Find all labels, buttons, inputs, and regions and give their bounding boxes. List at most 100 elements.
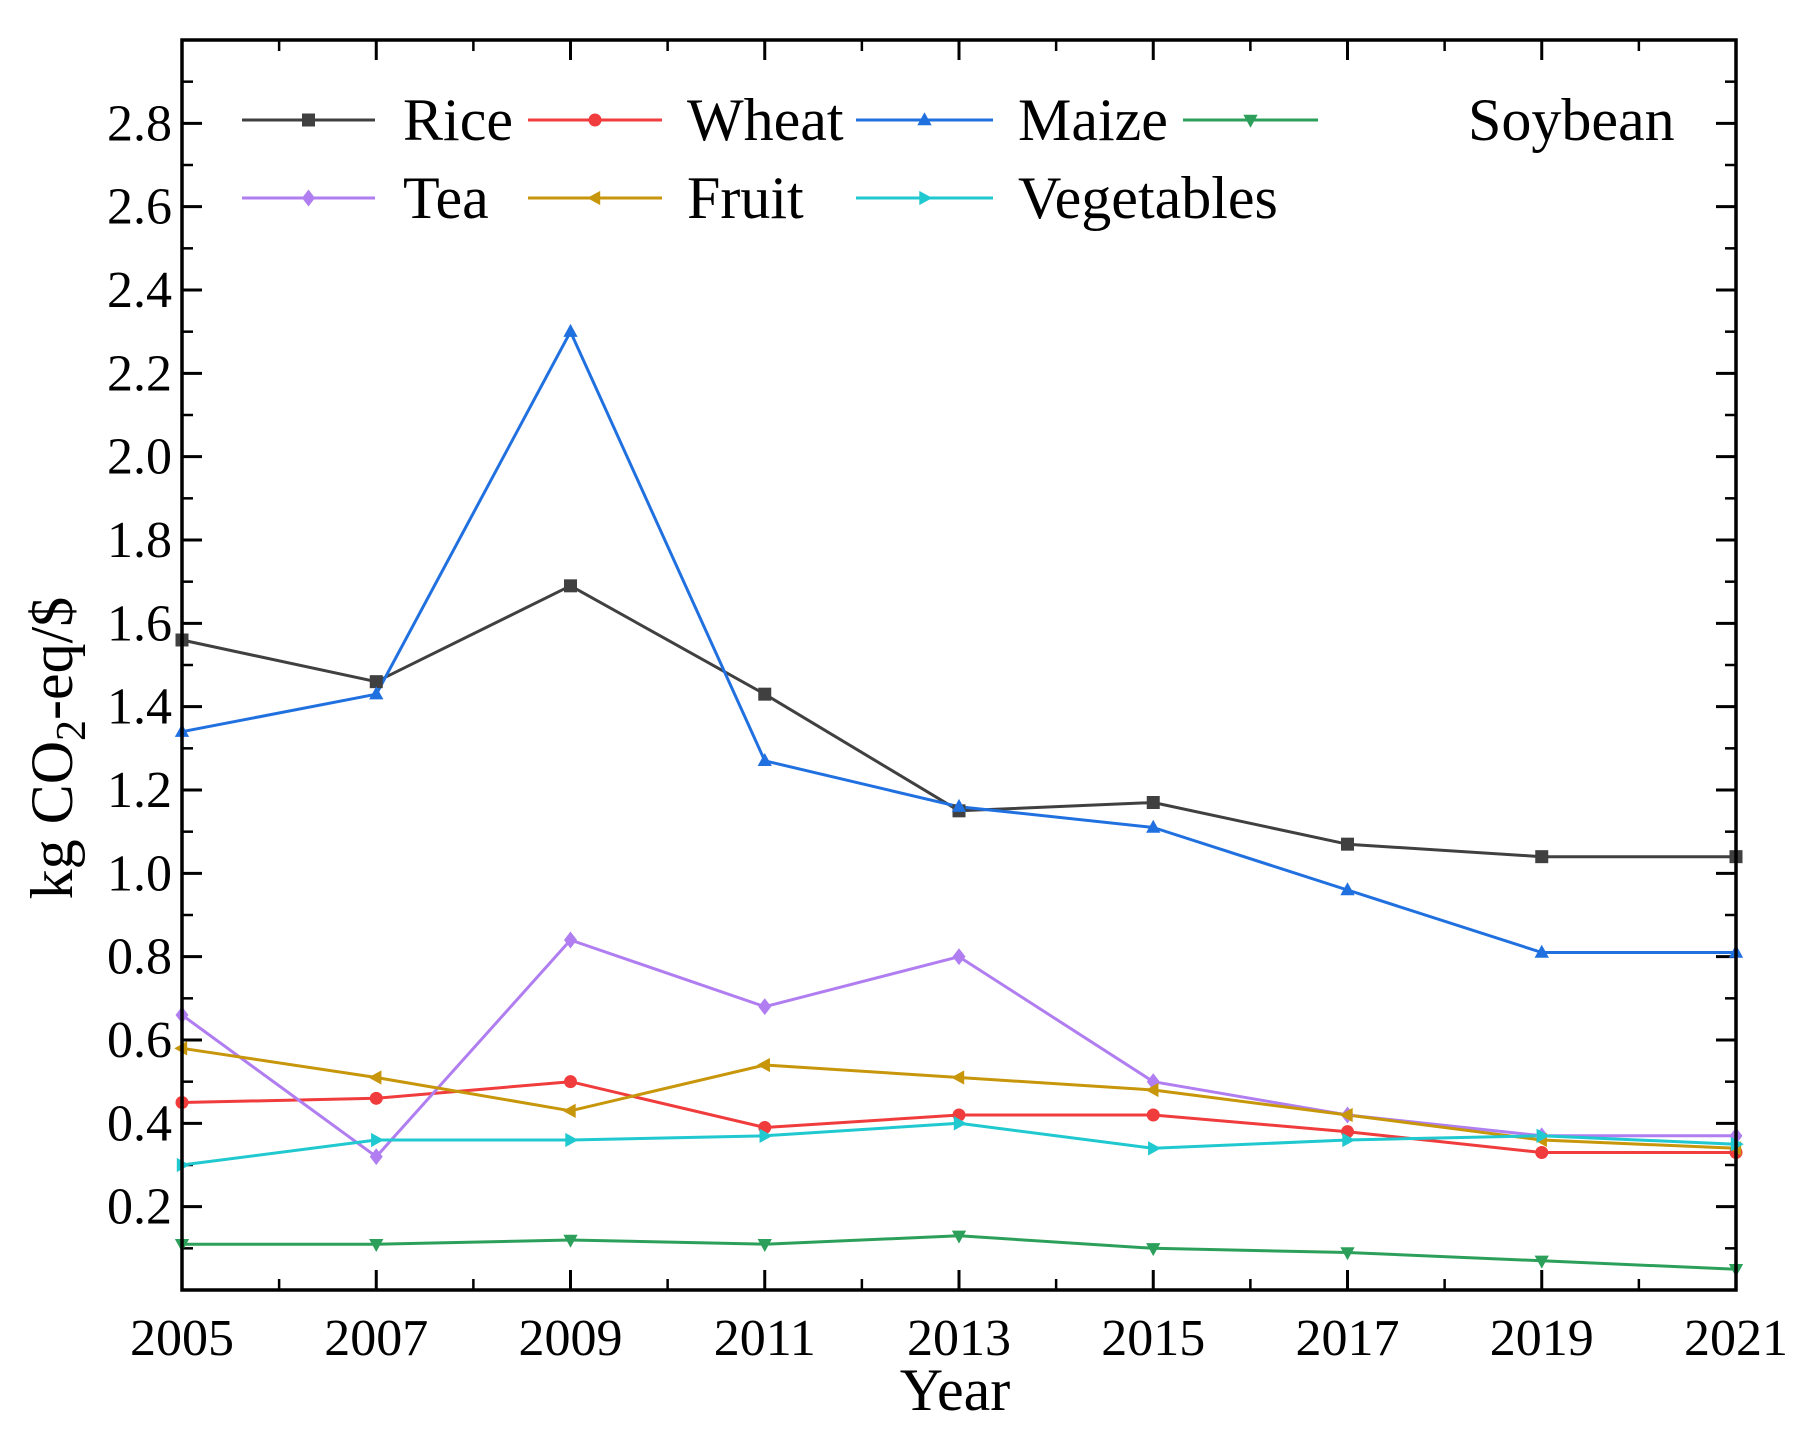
data-point-vegetables [1148, 1141, 1162, 1156]
data-point-tea [369, 1148, 383, 1166]
data-point-rice [758, 687, 772, 701]
data-point-maize [757, 753, 772, 767]
legend-marker-fruit [587, 190, 601, 206]
y-tick-label: 0.8 [107, 929, 172, 986]
data-point-wheat [1535, 1146, 1549, 1159]
legend-marker-vegetables [919, 190, 933, 206]
y-tick-label: 0.4 [107, 1095, 172, 1152]
legend-item-soybean: Soybean [1183, 87, 1675, 153]
data-point-maize [1534, 944, 1549, 958]
x-tick-label: 2015 [1101, 1310, 1205, 1367]
data-point-soybean [1534, 1255, 1549, 1269]
data-point-vegetables [1342, 1132, 1356, 1148]
data-point-rice [564, 579, 577, 593]
legend: Rice Wheat Maize Soybean Tea Fruit Vegetables [242, 87, 1675, 231]
data-point-maize [1340, 882, 1355, 896]
series-line-vegetables [181, 1121, 1737, 1167]
y-axis-title: kg CO2-eq/$ [19, 597, 95, 900]
data-point-wheat [369, 1091, 383, 1105]
data-point-fruit [562, 1103, 576, 1118]
legend-item-wheat: Wheat [528, 87, 844, 153]
legend-label-maize: Maize [1018, 87, 1168, 153]
data-point-soybean [563, 1234, 578, 1248]
legend-marker-soybean [1243, 114, 1258, 128]
data-point-maize [563, 323, 578, 337]
legend-item-maize: Maize [856, 87, 1168, 153]
x-tick-label: 2009 [519, 1310, 623, 1367]
data-point-fruit [368, 1070, 382, 1085]
y-tick-label: 1.0 [107, 845, 172, 902]
markers-layer [174, 323, 1744, 1277]
data-point-tea [1146, 1073, 1160, 1091]
y-axis-title-main: kg CO [19, 741, 85, 899]
data-point-fruit [951, 1070, 965, 1085]
data-point-rice [369, 675, 383, 689]
legend-label-wheat: Wheat [687, 87, 844, 153]
x-tick-label: 2021 [1684, 1310, 1788, 1367]
series-line-fruit [181, 1046, 1737, 1150]
data-point-fruit [1145, 1082, 1159, 1098]
data-point-vegetables [759, 1128, 773, 1143]
x-axis-title: Year [900, 1357, 1011, 1423]
legend-marker-maize [917, 112, 932, 126]
y-axis-title-unit: -eq/$ [19, 597, 85, 720]
y-tick-labels: 0.2 0.4 0.6 0.8 1.0 1.2 1.4 1.6 1.8 2.0 2.2 2.4 2.6 2… [107, 95, 172, 1235]
data-point-vegetables [1536, 1128, 1550, 1143]
y-axis-title-subscript: 2 [49, 720, 95, 741]
y-tick-label: 1.6 [107, 595, 172, 652]
data-point-rice [1535, 850, 1549, 864]
data-point-rice [1146, 796, 1160, 809]
data-point-tea [564, 931, 577, 949]
legend-item-fruit: Fruit [528, 165, 804, 231]
data-point-soybean [1340, 1247, 1355, 1261]
data-point-maize [1146, 819, 1161, 833]
data-point-vegetables [953, 1116, 967, 1131]
data-point-vegetables [371, 1132, 385, 1148]
y-tick-label: 2.8 [107, 95, 172, 152]
legend-label-tea: Tea [403, 165, 489, 231]
data-point-tea [952, 948, 966, 966]
data-point-wheat [564, 1075, 577, 1089]
data-point-soybean [1146, 1243, 1161, 1257]
x-tick-label: 2013 [907, 1310, 1011, 1367]
y-tick-label: 2.0 [107, 429, 172, 486]
legend-item-rice: Rice [242, 87, 513, 153]
data-point-maize [951, 798, 967, 812]
data-point-tea [758, 998, 772, 1016]
legend-label-soybean: Soybean [1468, 87, 1675, 153]
data-point-soybean [757, 1238, 772, 1252]
data-point-wheat [1146, 1108, 1160, 1122]
legend-item-tea: Tea [242, 165, 489, 231]
legend-marker-rice [302, 113, 315, 127]
x-tick-label: 2019 [1490, 1310, 1594, 1367]
legend-marker-tea [302, 189, 315, 207]
data-point-soybean [951, 1230, 967, 1244]
x-tick-label: 2011 [714, 1310, 816, 1367]
plot-frame [180, 38, 1738, 1292]
legend-marker-wheat [588, 113, 602, 127]
x-tick-label: 2007 [324, 1310, 428, 1367]
data-point-vegetables [565, 1132, 579, 1148]
y-tick-label: 2.4 [107, 262, 172, 319]
y-tick-label: 0.2 [107, 1179, 172, 1236]
legend-label-vegetables: Vegetables [1018, 165, 1278, 231]
series-line-maize [181, 330, 1736, 954]
data-point-soybean [369, 1238, 384, 1252]
legend-item-vegetables: Vegetables [856, 165, 1278, 231]
legend-label-rice: Rice [403, 87, 513, 153]
x-tick-label: 2017 [1296, 1310, 1400, 1367]
y-tick-label: 1.2 [107, 762, 172, 819]
y-tick-label: 2.2 [107, 345, 172, 402]
legend-label-fruit: Fruit [687, 165, 804, 231]
y-tick-label: 0.6 [107, 1012, 172, 1069]
data-point-fruit [756, 1057, 770, 1073]
x-tick-label: 2005 [130, 1310, 234, 1367]
data-point-rice [1341, 837, 1354, 851]
data-point-fruit [1339, 1107, 1353, 1123]
y-tick-label: 2.6 [107, 179, 172, 236]
data-point-maize [369, 686, 384, 700]
x-tick-labels: 2005 2007 2009 2011 2013 2015 2017 2019 2021 [130, 1310, 1788, 1367]
y-tick-label: 1.8 [107, 512, 172, 569]
y-tick-label: 1.4 [107, 679, 172, 736]
